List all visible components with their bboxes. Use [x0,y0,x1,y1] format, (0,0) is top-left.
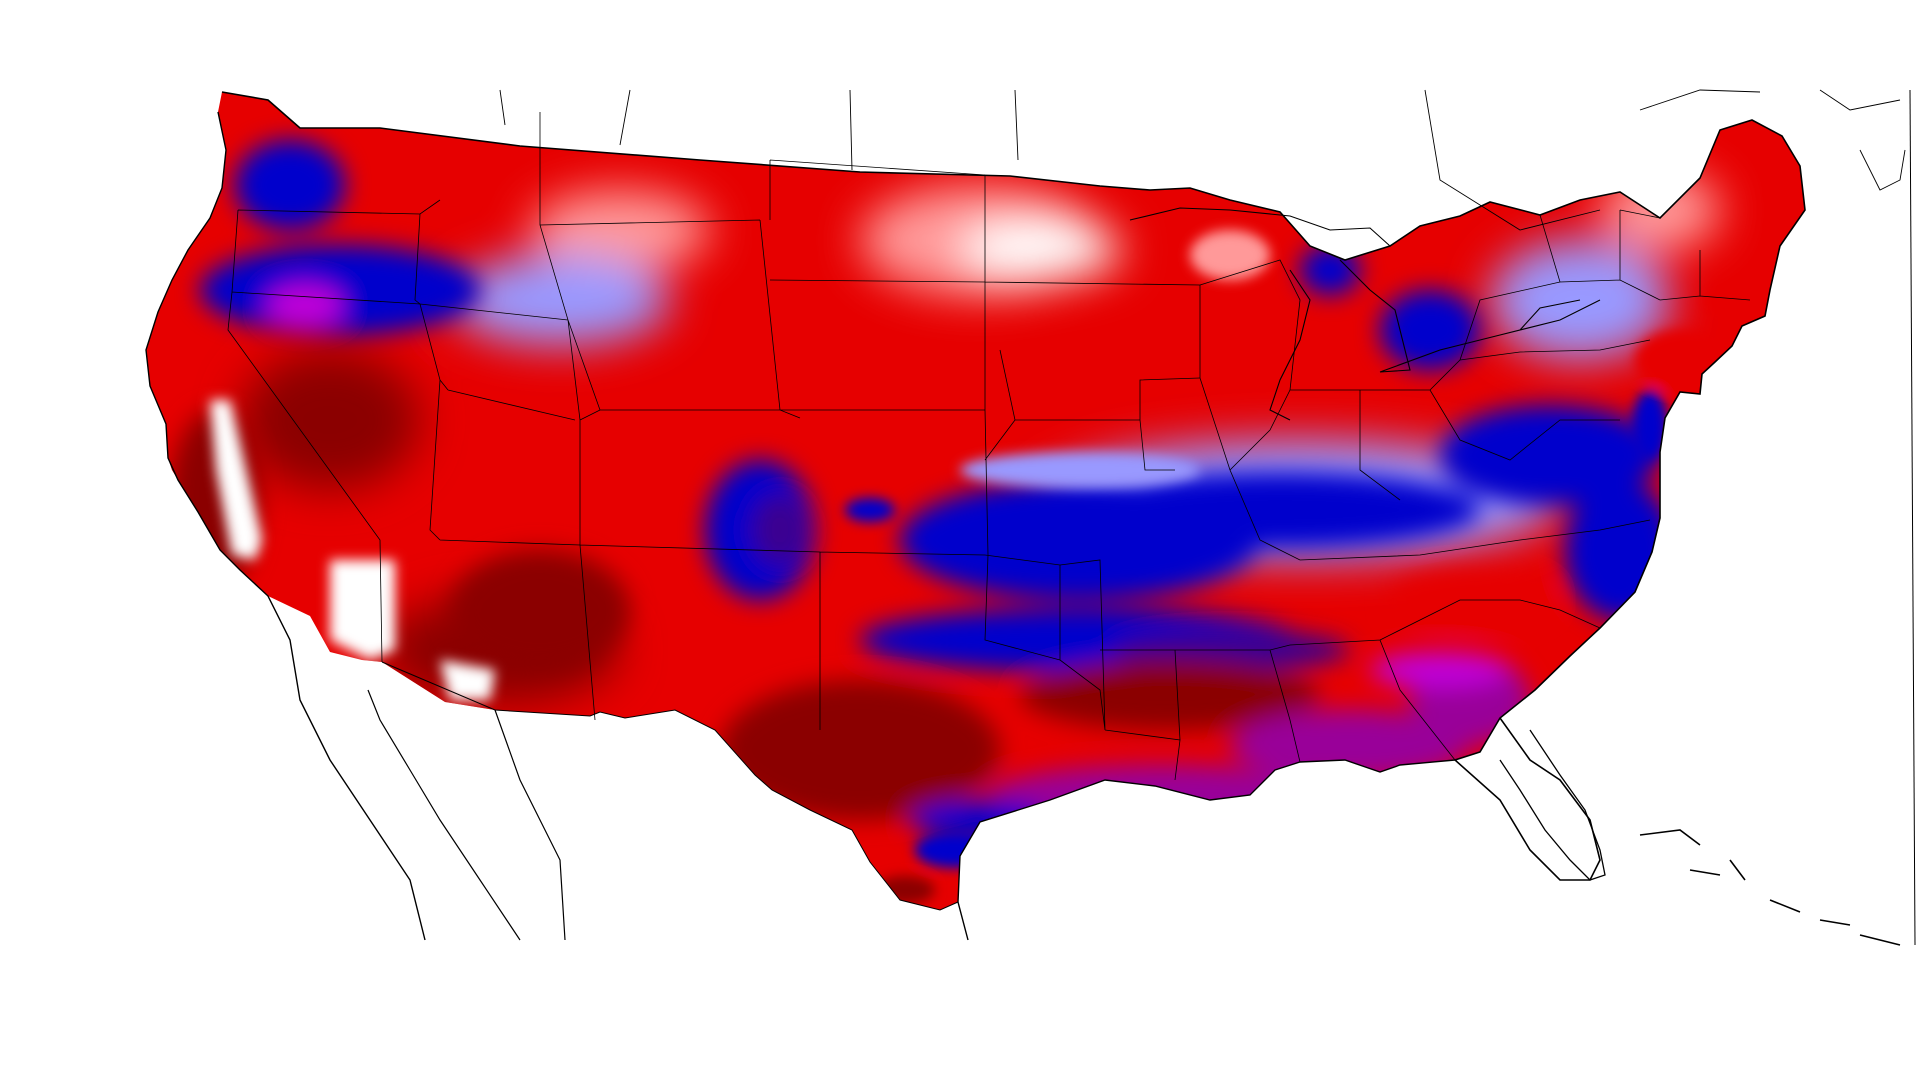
pale-area-montana [530,190,710,270]
pacific-coastline [145,111,426,941]
baja-gulf-coast [367,689,521,941]
us-outline-east [221,91,1806,881]
near-normal-area-north [960,220,1120,280]
map-right-edge [1909,89,1916,946]
strong-cold-spot-oregon [267,285,343,325]
canada-province-lines [499,89,1601,231]
warm-core-texas [720,680,1000,820]
near-normal-sonoran [440,660,495,700]
cold-spot-texas-coast [915,832,995,868]
strong-cold-spot-colorado [752,494,808,566]
detail-layer [210,230,1775,904]
cold-area-carolina-coast [1565,480,1675,620]
cold-area-ontario-border [1380,290,1480,370]
cold-area-oregon [200,245,480,335]
cold-spot-western-kansas [845,498,895,522]
gulf-coastline [957,759,1456,941]
warm-core-arkansas-mississippi [1020,660,1320,730]
near-normal-mojave [330,560,395,660]
extreme-cold-band-georgia [1370,652,1510,688]
very-cold-area-alabama-georgia [1230,710,1470,780]
light-blue-streak-missouri [960,452,1200,488]
light-blue-area-idaho [450,255,670,345]
western-state-borders [227,112,1201,730]
warm-core-arizona [450,550,630,670]
cold-spot-delmarva [1632,390,1668,460]
canada-maritime-lines [1639,89,1906,191]
pale-area-lake-superior [1190,230,1270,280]
warm-area-massachusetts [1705,280,1775,320]
cold-area-washington [235,140,345,230]
deep-red-area-nevada [240,350,420,490]
very-cold-band-gulf [990,765,1330,825]
pale-area-new-england [1600,170,1720,250]
main-anomaly-layer [170,140,1675,840]
eastern-state-borders [984,209,1751,781]
sonora-coast [494,709,566,941]
great-lakes-shorelines [1129,207,1601,421]
mexico-border [381,661,959,911]
cold-area-michigan [1300,245,1360,295]
boundary-lines [145,89,1916,946]
warm-area-new-jersey [1635,330,1725,390]
bahamas-islands [1639,829,1901,946]
near-normal-central-valley [210,400,262,560]
cold-band-virginia [1440,405,1660,505]
cold-band-kentucky [1080,472,1480,548]
florida-coastline [1499,729,1606,881]
